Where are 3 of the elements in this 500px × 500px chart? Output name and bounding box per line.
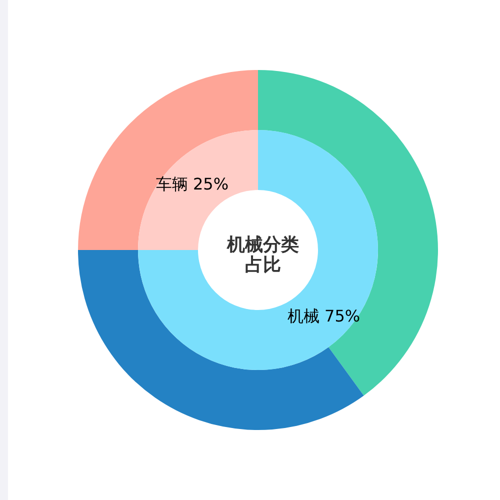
slice-label: 车辆 25% <box>156 174 229 194</box>
text: 机械分类占比 <box>226 234 299 276</box>
slice-label: 机械 75% <box>287 306 360 326</box>
